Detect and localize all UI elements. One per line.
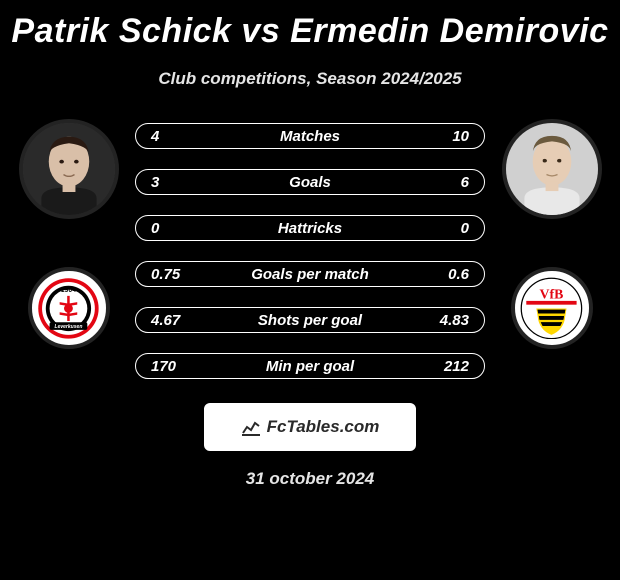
comparison-area: 1904 Leverkusen 4 Matches 10 3 Goals [8, 117, 612, 379]
svg-text:1904: 1904 [61, 287, 77, 294]
stat-right-value: 4.83 [440, 312, 469, 329]
stat-row-shots-per-goal: 4.67 Shots per goal 4.83 [135, 307, 485, 333]
stat-row-hattricks: 0 Hattricks 0 [135, 215, 485, 241]
svg-text:VfB: VfB [540, 286, 564, 301]
stats-list: 4 Matches 10 3 Goals 6 0 Hattricks 0 0.7… [135, 117, 485, 379]
stat-label: Matches [280, 128, 340, 145]
stat-row-goals: 3 Goals 6 [135, 169, 485, 195]
stat-right-value: 0.6 [448, 266, 469, 283]
player2-avatar [502, 119, 602, 219]
page-subtitle: Club competitions, Season 2024/2025 [8, 69, 612, 89]
stat-right-value: 6 [461, 174, 469, 191]
stat-left-value: 4.67 [151, 312, 180, 329]
page-title: Patrik Schick vs Ermedin Demirovic [8, 12, 612, 51]
stat-left-value: 0.75 [151, 266, 180, 283]
site-badge[interactable]: FcTables.com [204, 403, 416, 451]
stat-right-value: 10 [452, 128, 469, 145]
player2-face-icon [506, 123, 598, 215]
stat-label: Shots per goal [258, 312, 362, 329]
stat-left-value: 0 [151, 220, 159, 237]
site-name: FcTables.com [267, 417, 380, 437]
stat-row-min-per-goal: 170 Min per goal 212 [135, 353, 485, 379]
vfb-stuttgart-crest-icon: VfB [520, 277, 583, 340]
player1-avatar [19, 119, 119, 219]
bayer-leverkusen-crest-icon: 1904 Leverkusen [37, 277, 100, 340]
stat-left-value: 3 [151, 174, 159, 191]
right-column: VfB [499, 117, 604, 349]
club2-crest: VfB [511, 267, 593, 349]
stat-row-matches: 4 Matches 10 [135, 123, 485, 149]
club1-crest: 1904 Leverkusen [28, 267, 110, 349]
stat-label: Goals per match [251, 266, 369, 283]
stat-label: Min per goal [266, 358, 354, 375]
stat-left-value: 170 [151, 358, 176, 375]
left-column: 1904 Leverkusen [16, 117, 121, 349]
stat-label: Goals [289, 174, 331, 191]
stat-row-goals-per-match: 0.75 Goals per match 0.6 [135, 261, 485, 287]
stat-label: Hattricks [278, 220, 342, 237]
footer-date: 31 october 2024 [8, 469, 612, 489]
stat-right-value: 212 [444, 358, 469, 375]
stat-left-value: 4 [151, 128, 159, 145]
svg-text:Leverkusen: Leverkusen [55, 323, 83, 329]
stat-right-value: 0 [461, 220, 469, 237]
player1-face-icon [23, 123, 115, 215]
chart-icon [241, 417, 261, 437]
